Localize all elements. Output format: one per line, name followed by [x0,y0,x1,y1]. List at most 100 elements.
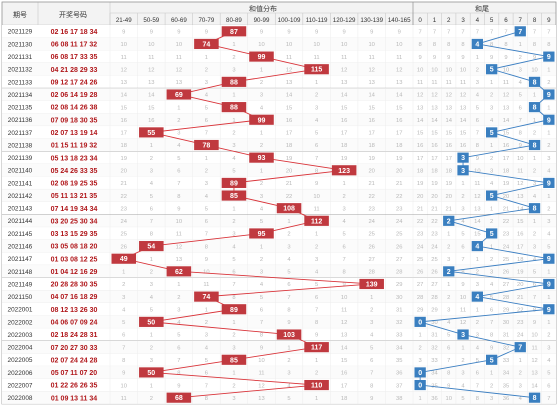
bin-miss-cell: 4 [260,282,264,288]
bin-miss-cell: 2 [260,181,263,187]
bin-miss-cell: 1 [122,270,125,276]
bin-miss-cell: 3 [315,105,318,111]
bin-miss-cell: 1 [232,206,235,212]
tail-miss-cell: 20 [417,194,423,200]
tail-value-label: 9 [547,307,551,314]
tail-miss-cell: 14 [460,118,467,124]
tail-miss-cell: 7 [547,396,550,402]
bin-miss-cell: 1 [260,168,263,174]
bin-miss-cell: 19 [286,156,292,162]
tail-trend-segment [477,43,549,58]
bin-header-label: 60-69 [171,17,187,24]
tail-header-label: 1 [433,17,437,24]
bin-miss-cell: 1 [150,333,153,339]
tail-miss-cell: 13 [431,105,437,111]
tail-miss-cell: 11 [417,80,423,86]
numbers-cell: 20 28 28 30 35 [51,282,98,289]
tail-value-label: 0 [418,383,422,390]
bin-miss-cell: 6 [232,270,235,276]
tail-miss-cell: 4 [533,257,537,263]
sum-value-label: 103 [283,332,295,339]
issue-cell: 2021142 [8,193,33,200]
sum-value-label: 62 [175,269,183,276]
sum-trend-segment [151,321,290,335]
bin-miss-cell: 9 [205,30,208,36]
bin-miss-cell: 22 [121,194,127,200]
sum-value-box [221,190,247,201]
numbers-cell: 03 13 15 29 35 [51,231,98,238]
bin-miss-cell: 5 [177,333,180,339]
tail-value-label: 8 [533,395,537,402]
tail-value-box [514,342,526,353]
bin-miss-cell: 30 [396,295,402,301]
bin-miss-cell: 16 [286,118,292,124]
bin-miss-cell: 3 [177,307,180,313]
bin-miss-cell: 4 [370,333,374,339]
bin-miss-cell: 4 [260,206,264,212]
sum-value-box [249,228,274,239]
tail-miss-cell: 9 [519,143,522,149]
tail-value-box [457,165,469,176]
sum-value-box [221,177,247,188]
bin-miss-cell: 3 [232,396,235,402]
tail-miss-cell: 15 [517,219,523,225]
tail-value-label: 9 [547,117,551,124]
tail-miss-cell: 25 [503,257,509,263]
tail-miss-cell: 2 [490,219,493,225]
tail-header-label: 6 [504,17,508,24]
bin-miss-cell: 17 [121,131,127,137]
bin-miss-cell: 3 [260,270,263,276]
tail-miss-cell: 5 [533,270,536,276]
tail-miss-cell: 1 [533,156,536,162]
tail-miss-cell: 4 [547,168,551,174]
tail-value-box [543,51,555,62]
bin-miss-cell: 14 [341,93,348,99]
bin-miss-cell: 1 [205,55,208,61]
tail-miss-cell: 8 [533,42,536,48]
bin-miss-cell: 21 [286,181,292,187]
bin-miss-cell: 12 [286,67,292,73]
tail-miss-cell: 5 [447,333,450,339]
bin-miss-cell: 1 [150,143,153,149]
tail-miss-cell: 21 [446,206,452,212]
sum-value-label: 87 [230,29,238,36]
tail-miss-cell: 29 [431,307,437,313]
bin-miss-cell: 2 [205,67,208,73]
tail-miss-cell: 5 [476,105,479,111]
tail-miss-cell: 8 [419,42,422,48]
bin-miss-cell: 6 [260,307,263,313]
bin-miss-cell: 12 [148,67,154,73]
tail-miss-cell: 8 [447,42,450,48]
tail-miss-cell: 6 [447,345,450,351]
issue-cell: 2021137 [8,130,33,137]
tail-miss-cell: 17 [503,156,509,162]
sum-value-label: 68 [175,395,183,402]
bin-miss-cell: 10 [341,42,347,48]
tail-value-label: 4 [475,41,479,48]
bin-miss-cell: 17 [396,131,402,137]
tail-trend-segment [491,131,535,146]
bin-header-label: 130-139 [360,17,383,24]
tail-miss-cell: 2 [533,168,536,174]
numbers-cell: 01 04 12 16 29 [51,269,98,276]
tail-miss-cell: 10 [517,156,523,162]
tail-miss-cell: 1 [490,244,493,250]
tail-miss-cell: 25 [431,257,437,263]
tail-miss-cell: 3 [476,282,479,288]
numbers-cell: 01 22 26 26 35 [51,383,98,390]
bin-miss-cell: 9 [122,371,125,377]
row-background [2,88,556,101]
bin-miss-cell: 12 [341,320,347,326]
bin-miss-cell: 15 [341,105,347,111]
numbers-cell: 03 05 08 18 20 [51,244,98,251]
tail-miss-cell: 27 [417,282,423,288]
sum-value-box [166,392,192,403]
tail-miss-cell: 6 [519,105,522,111]
tail-miss-cell: 12 [474,194,480,200]
bin-miss-cell: 18 [341,143,347,149]
tail-miss-cell: 1 [476,257,479,263]
tail-miss-cell: 3 [490,396,493,402]
sum-value-label: 88 [230,105,238,112]
sum-trend-segment [178,384,317,399]
tail-miss-cell: 1 [490,80,493,86]
